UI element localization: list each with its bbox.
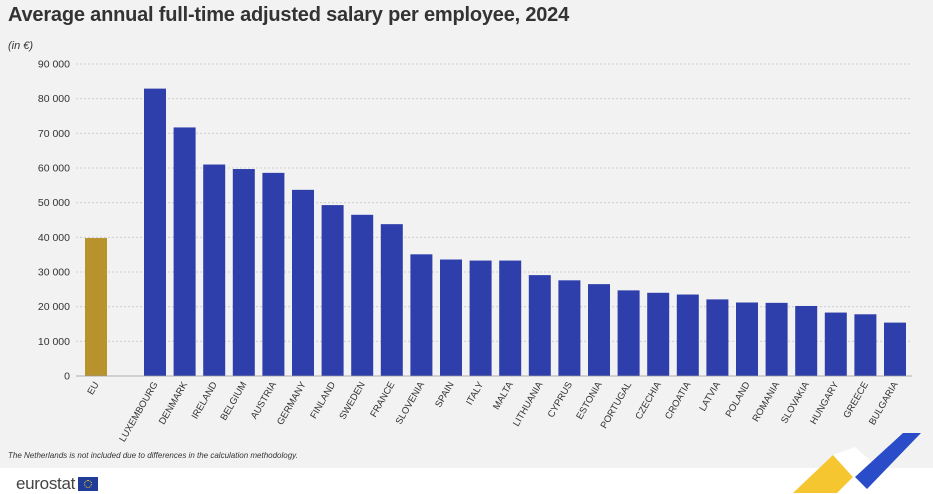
x-tick-label: SLOVENIA xyxy=(394,379,428,426)
chart-title: Average annual full-time adjusted salary… xyxy=(8,4,570,26)
x-tick-label: LATVIA xyxy=(697,379,723,413)
x-tick-label: MALTA xyxy=(491,379,516,411)
x-tick-label: IRELAND xyxy=(190,380,220,421)
x-tick-label: CROATIA xyxy=(663,379,694,421)
x-tick-label: SPAIN xyxy=(433,380,456,410)
x-tick-label: DENMARK xyxy=(157,379,191,426)
y-tick-label: 0 xyxy=(64,371,70,383)
footnote: The Netherlands is not included due to d… xyxy=(8,451,298,460)
bar-lithuania xyxy=(528,275,551,376)
eurostat-wordmark: eurostat xyxy=(16,474,76,493)
bar-eu xyxy=(85,238,107,376)
bar-portugal xyxy=(617,290,640,376)
bar-croatia xyxy=(676,294,699,376)
white-stripe-shape xyxy=(833,447,873,477)
gridlines xyxy=(76,63,912,342)
y-tick-label: 20 000 xyxy=(38,301,70,313)
bar-poland xyxy=(736,302,758,376)
x-tick-label: GREECE xyxy=(841,380,871,420)
bar-sweden xyxy=(351,214,374,376)
bar-denmark xyxy=(173,127,196,376)
x-tick-label: CYPRUS xyxy=(546,380,575,420)
x-tick-label: LITHUANIA xyxy=(511,379,546,428)
x-tick-label: FRANCE xyxy=(368,380,397,419)
bar-luxembourg xyxy=(144,88,166,376)
blue-stripe-shape xyxy=(855,433,921,489)
x-tick-label: BELGIUM xyxy=(218,380,249,423)
bar-finland xyxy=(321,205,344,376)
bar-austria xyxy=(262,172,285,376)
corner-decoration xyxy=(793,433,921,493)
bar-bulgaria xyxy=(884,322,906,376)
bars xyxy=(85,88,906,376)
y-tick-label: 80 000 xyxy=(38,93,70,105)
bar-greece xyxy=(854,314,877,376)
bar-estonia xyxy=(588,284,610,376)
y-tick-label: 70 000 xyxy=(38,128,70,140)
bar-hungary xyxy=(824,312,847,376)
x-tick-label: EU xyxy=(85,380,101,397)
yellow-stripe-shape xyxy=(793,455,853,493)
x-tick-label: LUXEMBOURG xyxy=(117,380,160,444)
x-tick-label: PORTUGAL xyxy=(599,380,635,431)
bar-czechia xyxy=(647,292,670,376)
bar-belgium xyxy=(232,169,255,376)
x-tick-label: ROMANIA xyxy=(750,379,782,423)
x-tick-label: CZECHIA xyxy=(633,379,664,421)
x-tick-label: SWEDEN xyxy=(337,380,367,422)
y-tick-label: 50 000 xyxy=(38,197,70,209)
x-tick-label: POLAND xyxy=(724,380,753,419)
eu-flag-icon xyxy=(78,477,99,491)
bar-slovakia xyxy=(795,305,818,376)
y-tick-label: 40 000 xyxy=(38,232,70,244)
x-tick-label: ITALY xyxy=(464,379,486,407)
bar-spain xyxy=(440,259,462,376)
x-tick-label: GERMANY xyxy=(275,379,309,427)
x-tick-label: BULGARIA xyxy=(867,379,901,427)
bar-germany xyxy=(292,189,314,376)
bar-chart: 0 10 000 20 000 30 000 40 000 50 000 60 000 70 … xyxy=(38,59,912,444)
bar-france xyxy=(380,224,403,376)
bar-latvia xyxy=(706,299,729,376)
eurostat-logo: eurostat xyxy=(16,474,99,494)
y-tick-label: 60 000 xyxy=(38,163,70,175)
y-tick-label: 90 000 xyxy=(38,59,70,71)
x-tick-label: AUSTRIA xyxy=(249,379,279,421)
x-tick-label: ESTONIA xyxy=(574,379,605,421)
unit-label: (in €) xyxy=(8,40,34,52)
y-tick-label: 10 000 xyxy=(38,336,70,348)
bar-italy xyxy=(469,260,492,376)
y-axis-ticks: 0 10 000 20 000 30 000 40 000 50 000 60 000 70 … xyxy=(38,59,70,383)
bar-slovenia xyxy=(410,254,433,376)
y-tick-label: 30 000 xyxy=(38,267,70,279)
bar-ireland xyxy=(203,164,226,376)
bar-cyprus xyxy=(558,280,581,376)
x-tick-label: FINLAND xyxy=(308,380,338,421)
bar-romania xyxy=(765,302,788,376)
x-tick-label: HUNGARY xyxy=(808,379,842,426)
x-tick-label: SLOVAKIA xyxy=(779,379,812,425)
bar-malta xyxy=(499,260,522,376)
